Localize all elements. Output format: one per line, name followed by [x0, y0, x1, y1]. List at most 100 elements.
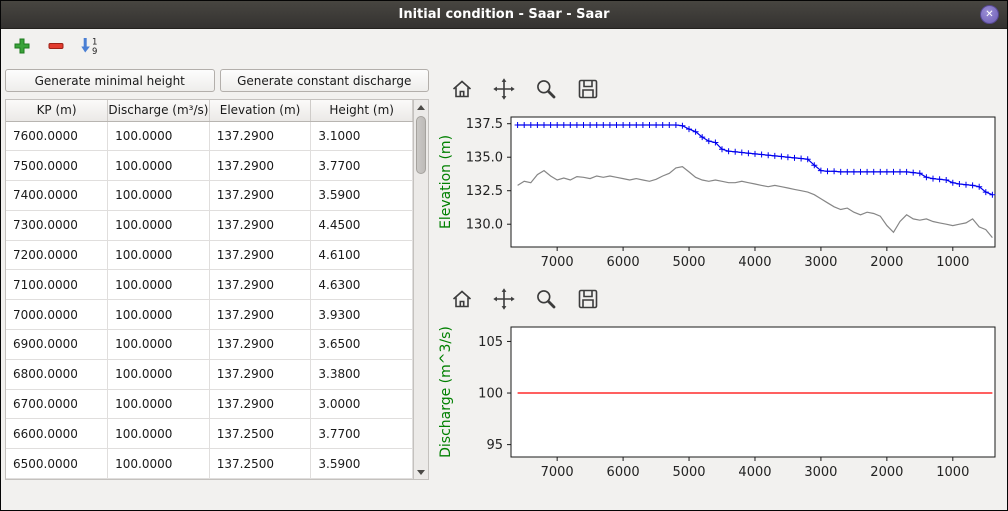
- x-tick-label: 7000: [541, 465, 574, 480]
- table-cell[interactable]: 3.0000: [310, 389, 413, 420]
- zoom-button[interactable]: [531, 284, 561, 314]
- table-cell[interactable]: 6700.0000: [6, 389, 109, 420]
- column-header[interactable]: Discharge (m³/s): [107, 100, 210, 122]
- table-cell[interactable]: 137.2900: [209, 389, 312, 420]
- elevation-chart[interactable]: 7000 6000 5000 4000 3000 2000 1000 130.0 132.5 13…: [435, 109, 1001, 279]
- plot-area: [510, 326, 996, 458]
- table-cell[interactable]: 137.2500: [209, 448, 312, 479]
- table-cell[interactable]: 100.0000: [107, 210, 210, 241]
- column-header[interactable]: Elevation (m): [209, 100, 312, 122]
- discharge-chart[interactable]: 7000 6000 5000 4000 3000 2000 1000 95 100 105 Disc…: [435, 319, 1001, 489]
- vertical-scrollbar[interactable]: [413, 100, 428, 479]
- remove-row-button[interactable]: [43, 33, 69, 59]
- table-cell[interactable]: 6500.0000: [6, 448, 109, 479]
- table-row: 7200.0000 100.0000 137.2900 4.6100: [6, 240, 413, 271]
- table-cell[interactable]: 7200.0000: [6, 240, 109, 271]
- table-cell[interactable]: 100.0000: [107, 180, 210, 211]
- home-button[interactable]: [447, 284, 477, 314]
- x-tick-label: 3000: [804, 465, 837, 480]
- add-row-button[interactable]: [9, 33, 35, 59]
- table-row: 6500.0000 100.0000 137.2500 3.5900: [6, 448, 413, 479]
- table-row: 6700.0000 100.0000 137.2900 3.0000: [6, 389, 413, 420]
- table-cell[interactable]: 7100.0000: [6, 269, 109, 301]
- home-button[interactable]: [447, 74, 477, 104]
- pan-button[interactable]: [489, 284, 519, 314]
- table-cell[interactable]: 4.6300: [310, 269, 413, 301]
- pan-button[interactable]: [489, 74, 519, 104]
- table-cell[interactable]: 100.0000: [107, 269, 210, 301]
- save-button[interactable]: [573, 74, 603, 104]
- scroll-down-button[interactable]: [414, 465, 428, 479]
- table-cell[interactable]: 3.5900: [310, 180, 413, 211]
- table-row: 6600.0000 100.0000 137.2500 3.7700: [6, 418, 413, 450]
- main-toolbar: 1 9: [1, 29, 1007, 63]
- table-cell[interactable]: 137.2900: [209, 210, 312, 241]
- generate-constant-discharge-button[interactable]: Generate constant discharge: [219, 69, 429, 92]
- table-cell[interactable]: 4.4500: [310, 210, 413, 241]
- table-cell[interactable]: 100.0000: [107, 240, 210, 271]
- close-icon: ✕: [985, 8, 994, 20]
- table-cell[interactable]: 137.2900: [209, 329, 312, 360]
- charts-panel: 7000 6000 5000 4000 3000 2000 1000 130.0 132.5 13…: [435, 69, 1003, 502]
- table-cell[interactable]: 6900.0000: [6, 329, 109, 360]
- table-cell[interactable]: 3.7700: [310, 418, 413, 450]
- table-cell[interactable]: 137.2900: [209, 299, 312, 330]
- table-cell[interactable]: 137.2900: [209, 269, 312, 301]
- table-cell[interactable]: 3.7700: [310, 150, 413, 182]
- svg-text:9: 9: [92, 47, 97, 56]
- table-cell[interactable]: 6800.0000: [6, 359, 109, 390]
- zoom-button[interactable]: [531, 74, 561, 104]
- plot-area: [510, 116, 996, 248]
- close-button[interactable]: ✕: [980, 5, 999, 24]
- table-cell[interactable]: 7000.0000: [6, 299, 109, 330]
- table-cell[interactable]: 100.0000: [107, 418, 210, 450]
- table-cell[interactable]: 7600.0000: [6, 121, 109, 152]
- table-cell[interactable]: 100.0000: [107, 299, 210, 330]
- sort-button[interactable]: 1 9: [77, 33, 103, 59]
- table-cell[interactable]: 4.6100: [310, 240, 413, 271]
- table-cell[interactable]: 100.0000: [107, 329, 210, 360]
- y-axis-label: Elevation (m): [438, 135, 454, 229]
- table-cell[interactable]: 100.0000: [107, 121, 210, 152]
- table-cell[interactable]: 7400.0000: [6, 180, 109, 211]
- table-cell[interactable]: 6600.0000: [6, 418, 109, 450]
- table-cell[interactable]: 137.2900: [209, 121, 312, 152]
- main-content: Generate minimal height Generate constan…: [1, 63, 1007, 510]
- table-cell[interactable]: 7300.0000: [6, 210, 109, 241]
- table-cell[interactable]: 100.0000: [107, 448, 210, 479]
- y-tick-label: 130.0: [466, 218, 503, 233]
- table-cell[interactable]: 137.2900: [209, 359, 312, 390]
- table-cell[interactable]: 3.3800: [310, 359, 413, 390]
- table-cell[interactable]: 100.0000: [107, 389, 210, 420]
- table-cell[interactable]: 137.2900: [209, 240, 312, 271]
- table-cell[interactable]: 137.2900: [209, 180, 312, 211]
- scrollbar-track[interactable]: [414, 114, 428, 465]
- scroll-up-button[interactable]: [414, 100, 428, 114]
- titlebar[interactable]: Initial condition - Saar - Saar ✕: [1, 1, 1007, 29]
- table-cell[interactable]: 100.0000: [107, 359, 210, 390]
- table-row: 7000.0000 100.0000 137.2900 3.9300: [6, 299, 413, 330]
- column-header[interactable]: Height (m): [310, 100, 413, 122]
- table-cell[interactable]: 3.1000: [310, 121, 413, 152]
- home-icon: [452, 80, 472, 98]
- x-tick-label: 1000: [936, 465, 969, 480]
- table-cell[interactable]: 137.2900: [209, 150, 312, 182]
- table-cell[interactable]: 3.5900: [310, 448, 413, 479]
- table-cell[interactable]: 3.6500: [310, 329, 413, 360]
- y-tick-label: 95: [486, 438, 503, 453]
- table-cell[interactable]: 100.0000: [107, 150, 210, 182]
- table-body: 7600.0000 100.0000 137.2900 3.1000 7500.0000…: [6, 121, 413, 479]
- magnifier-icon: [536, 79, 556, 99]
- scrollbar-thumb[interactable]: [416, 116, 426, 174]
- table-cell[interactable]: 3.9300: [310, 299, 413, 330]
- x-tick-label: 4000: [738, 465, 771, 480]
- save-button[interactable]: [573, 284, 603, 314]
- column-header[interactable]: KP (m): [6, 100, 109, 122]
- generate-minimal-height-button[interactable]: Generate minimal height: [5, 69, 215, 92]
- table-cell[interactable]: 7500.0000: [6, 150, 109, 182]
- table-row: 7300.0000 100.0000 137.2900 4.4500: [6, 210, 413, 241]
- discharge-chart-toolbar: [435, 279, 1003, 319]
- pan-arrows-icon: [492, 287, 516, 311]
- table-cell[interactable]: 137.2500: [209, 418, 312, 450]
